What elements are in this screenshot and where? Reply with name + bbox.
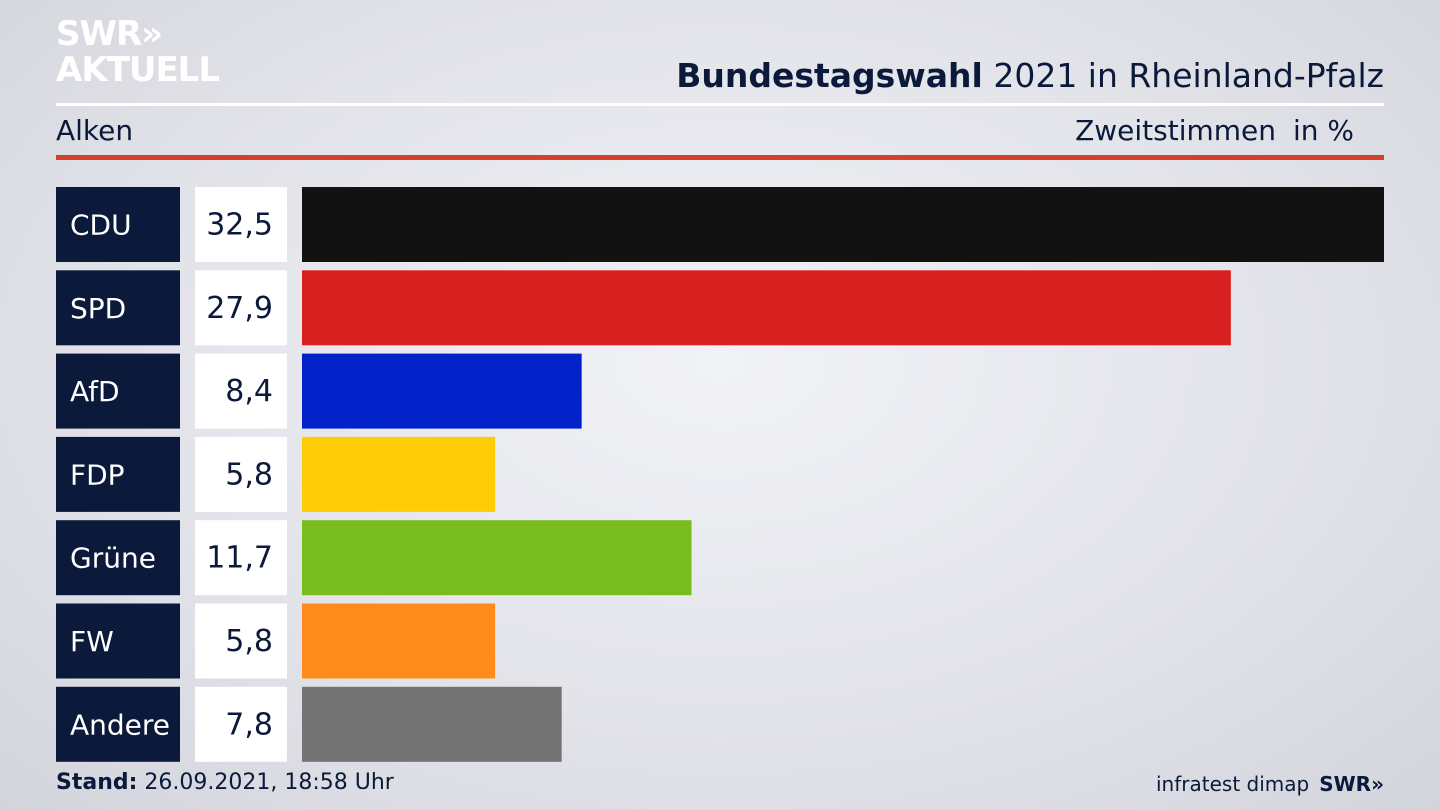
value-box-cdu [195,187,287,262]
bar-fw [302,603,496,679]
party-label-fdp: FDP [70,458,125,491]
subheader: Alken Zweitstimmen in % [56,114,1384,150]
value-label-fdp: 5,8 [225,457,273,492]
party-label-box-spd [56,270,180,346]
party-label-fw: FW [70,625,114,658]
measure-label: Zweitstimmen [1075,114,1276,147]
party-label-box-afd [56,353,180,429]
value-box-gr-ne [195,520,287,596]
value-label-cdu: 32,5 [206,208,273,243]
bar-gr-ne [302,520,692,596]
party-label-cdu: CDU [70,209,132,242]
value-box-fdp [195,436,287,512]
unit-label: in % [1292,114,1354,147]
party-label-gr-ne: Grüne [70,542,156,575]
party-label-andere: Andere [70,708,170,741]
accent-divider [56,155,1384,160]
value-label-gr-ne: 11,7 [206,541,273,576]
value-box-spd [195,270,287,346]
value-label-andere: 7,8 [225,707,273,742]
value-label-afd: 8,4 [225,374,273,409]
value-label-spd: 27,9 [206,291,273,326]
party-label-box-andere [56,686,180,762]
source-label: infratest dimap [1156,772,1310,796]
stand-label: Stand: [56,770,138,795]
title-rest: 2021 in Rheinland-Pfalz [982,56,1384,95]
page-title: Bundestagswahl 2021 in Rheinland-Pfalz [676,56,1384,95]
value-label-fw: 5,8 [225,624,273,659]
swr-brand-logo: SWR» [1319,772,1384,796]
party-label-spd: SPD [70,292,126,325]
value-box-fw [195,603,287,679]
party-label-box-fw [56,603,180,679]
bar-fdp [302,436,496,512]
bar-andere [302,686,562,762]
bar-cdu [302,187,1384,262]
region-label: Alken [56,114,134,147]
logo-line-1: SWR» [56,14,163,54]
bar-spd [302,270,1231,346]
swr-aktuell-logo: SWR» AKTUELL [56,14,220,90]
party-label-box-cdu [56,187,180,262]
party-label-box-gr-ne [56,520,180,596]
header-divider [56,103,1384,106]
bar-afd [302,353,582,429]
title-bold: Bundestagswahl [676,56,983,95]
stand-value: 26.09.2021, 18:58 Uhr [137,770,394,795]
logo-line-2: AKTUELL [56,50,220,90]
value-box-afd [195,353,287,429]
party-label-box-fdp [56,436,180,512]
timestamp: Stand: 26.09.2021, 18:58 Uhr [56,770,394,795]
party-label-afd: AfD [70,375,120,408]
source-credit: infratest dimap SWR» [1156,772,1384,796]
value-box-andere [195,686,287,762]
